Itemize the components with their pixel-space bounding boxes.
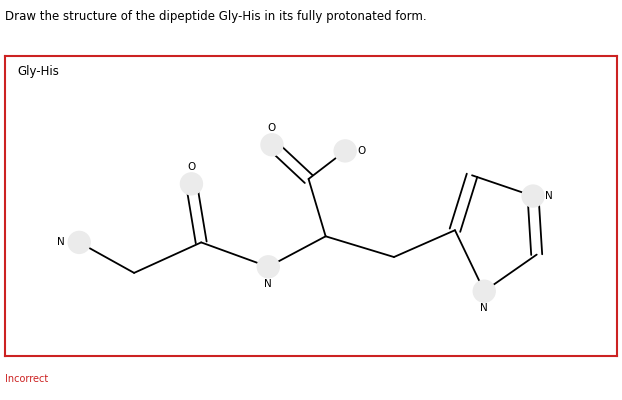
Text: N: N — [57, 238, 65, 247]
Text: Gly-His: Gly-His — [17, 65, 59, 78]
Circle shape — [261, 134, 283, 156]
Text: N: N — [545, 191, 553, 201]
Text: O: O — [187, 162, 195, 172]
Text: N: N — [264, 279, 272, 289]
Text: O: O — [358, 146, 366, 156]
Text: N: N — [480, 304, 488, 314]
Text: Draw the structure of the dipeptide Gly-His in its fully protonated form.: Draw the structure of the dipeptide Gly-… — [5, 10, 427, 23]
Circle shape — [522, 185, 544, 207]
Circle shape — [180, 173, 202, 195]
Text: Incorrect: Incorrect — [5, 374, 49, 384]
Text: O: O — [268, 122, 276, 132]
Circle shape — [473, 280, 495, 302]
Circle shape — [258, 256, 279, 278]
Circle shape — [68, 232, 90, 253]
Circle shape — [334, 140, 356, 162]
